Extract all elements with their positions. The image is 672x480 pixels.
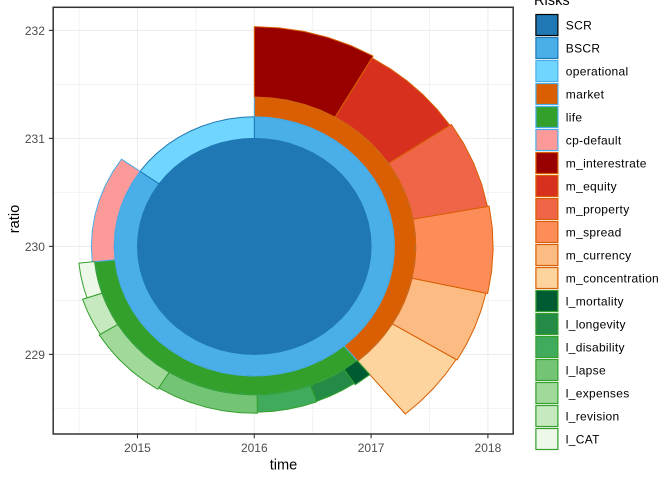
- svg-text:229: 229: [25, 348, 45, 362]
- svg-text:l_disability: l_disability: [566, 341, 625, 355]
- svg-text:2016: 2016: [241, 441, 268, 455]
- svg-text:life: life: [566, 111, 583, 125]
- svg-text:l_longevity: l_longevity: [566, 318, 626, 332]
- svg-text:SCR: SCR: [566, 19, 592, 33]
- svg-text:BSCR: BSCR: [566, 42, 601, 56]
- svg-text:l_expenses: l_expenses: [566, 387, 630, 401]
- svg-text:l_revision: l_revision: [566, 410, 620, 424]
- svg-text:market: market: [566, 88, 605, 102]
- svg-text:2018: 2018: [475, 441, 502, 455]
- svg-text:2017: 2017: [358, 441, 385, 455]
- svg-text:m_concentration: m_concentration: [566, 272, 659, 286]
- svg-text:230: 230: [25, 240, 45, 254]
- svg-text:m_interestrate: m_interestrate: [566, 157, 647, 171]
- svg-text:m_property: m_property: [566, 203, 630, 217]
- svg-text:l_CAT: l_CAT: [566, 433, 600, 447]
- svg-text:ratio: ratio: [7, 205, 23, 233]
- svg-text:231: 231: [25, 132, 45, 146]
- svg-text:l_mortality: l_mortality: [566, 295, 624, 309]
- svg-text:232: 232: [25, 24, 45, 38]
- svg-text:l_lapse: l_lapse: [566, 364, 606, 378]
- svg-text:2015: 2015: [124, 441, 151, 455]
- svg-text:m_currency: m_currency: [566, 249, 632, 263]
- svg-text:m_equity: m_equity: [566, 180, 617, 194]
- svg-text:time: time: [270, 458, 298, 474]
- svg-text:operational: operational: [566, 65, 629, 79]
- svg-text:Risks: Risks: [534, 0, 570, 9]
- svg-text:cp-default: cp-default: [566, 134, 622, 148]
- svg-text:m_spread: m_spread: [566, 226, 622, 240]
